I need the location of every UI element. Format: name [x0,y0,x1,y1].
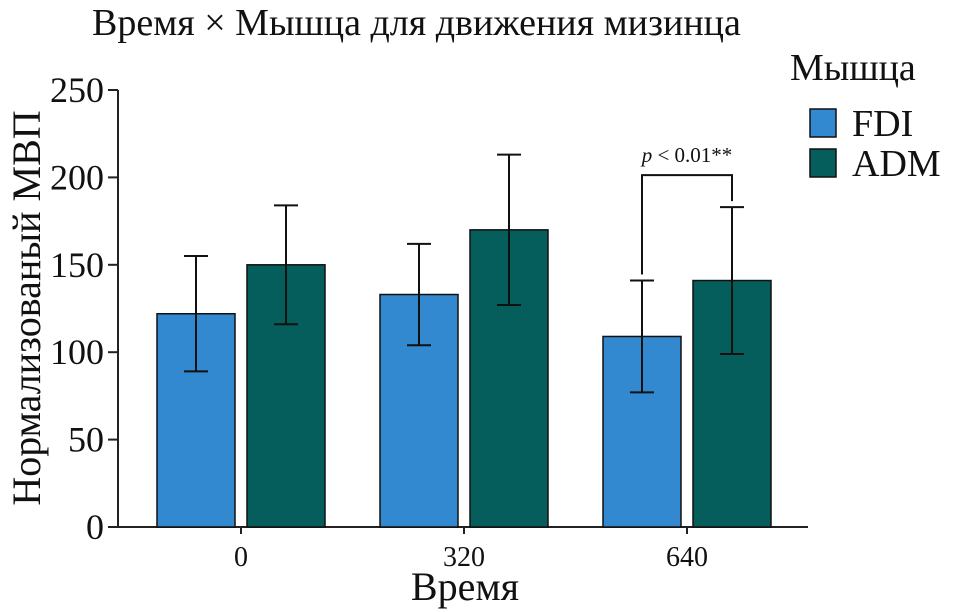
legend-swatch-fdi [809,108,837,138]
legend-label-fdi: FDI [852,103,913,145]
significance-label: p < 0.01** [640,143,733,167]
legend-swatch-adm [809,148,837,178]
significance-annotation: p < 0.01** [640,143,733,275]
x-tick-label: 640 [666,542,708,573]
significance-bracket [641,174,733,275]
y-tick-label: 0 [86,507,104,547]
x-tick-label: 320 [443,542,485,573]
axes: 0 50 100 150 200 250 0 320 640 [50,70,808,573]
error-bars [184,153,744,394]
y-tick-label: 150 [50,245,104,285]
y-tick-label: 200 [50,157,104,197]
legend-title: Мышца [790,47,916,89]
y-tick-label: 50 [68,420,104,460]
chart-title: Время × Мышца для движения мизинца [92,2,741,44]
y-tick-label: 250 [50,70,104,110]
x-axis-title: Время [411,564,519,609]
y-axis-title: Нормализованый МВП [4,110,49,505]
bars [156,229,772,528]
y-tick-label: 100 [50,332,104,372]
x-tick-label: 0 [234,542,248,573]
legend-label-adm: ADM [852,143,941,185]
